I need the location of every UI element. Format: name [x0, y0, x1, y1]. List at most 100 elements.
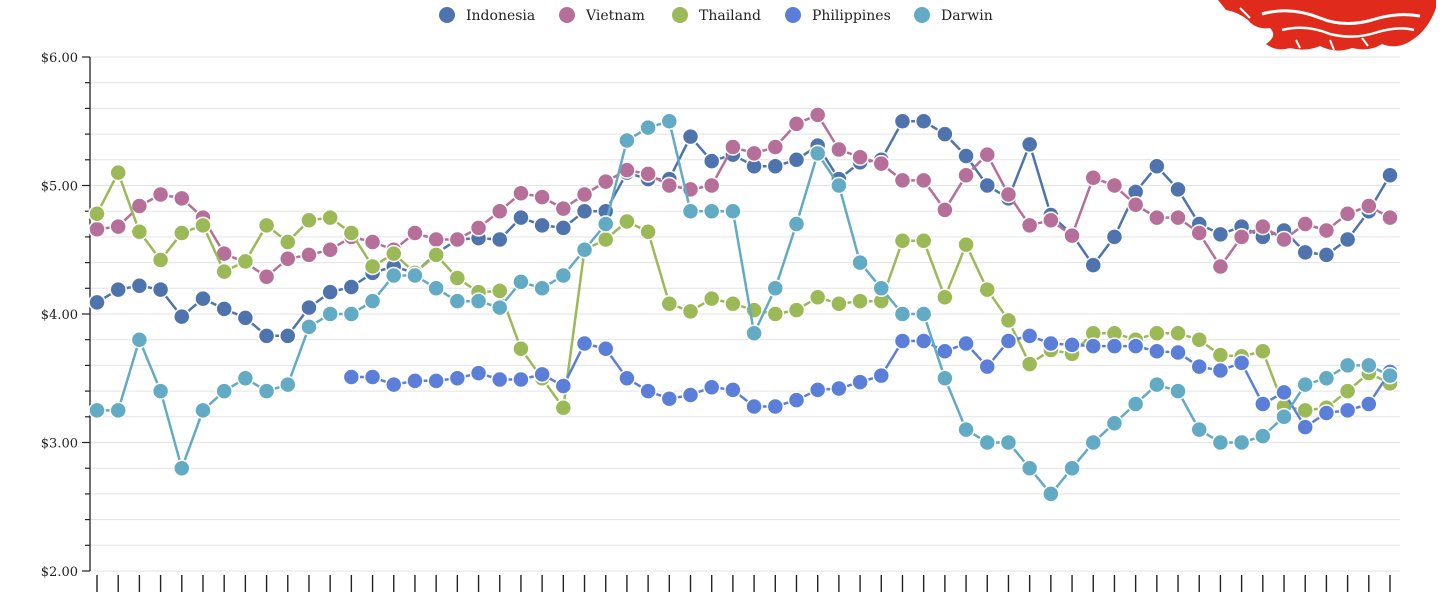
data-point[interactable]: [363, 292, 382, 310]
data-point[interactable]: [448, 292, 467, 310]
data-point[interactable]: [300, 318, 318, 336]
data-point[interactable]: [1063, 336, 1081, 354]
data-point[interactable]: [702, 289, 721, 308]
data-point[interactable]: [1105, 337, 1124, 355]
data-point[interactable]: [406, 224, 424, 242]
data-point[interactable]: [279, 249, 297, 268]
data-point[interactable]: [554, 399, 573, 417]
data-point[interactable]: [130, 197, 149, 215]
data-point[interactable]: [173, 307, 191, 326]
data-point[interactable]: [724, 381, 742, 399]
data-point[interactable]: [745, 397, 763, 416]
data-point[interactable]: [936, 125, 954, 143]
data-point[interactable]: [1042, 211, 1060, 229]
data-point[interactable]: [215, 382, 233, 400]
data-point[interactable]: [406, 266, 424, 285]
data-point[interactable]: [151, 280, 170, 299]
data-point[interactable]: [109, 163, 127, 182]
data-point[interactable]: [173, 459, 191, 477]
data-point[interactable]: [109, 401, 127, 420]
data-point[interactable]: [936, 288, 954, 307]
data-point[interactable]: [512, 370, 530, 389]
data-point[interactable]: [681, 386, 700, 404]
data-point[interactable]: [88, 220, 106, 238]
data-point[interactable]: [469, 364, 488, 382]
data-point[interactable]: [1190, 357, 1208, 376]
data-point[interactable]: [978, 145, 997, 164]
data-point[interactable]: [1169, 382, 1187, 400]
data-point[interactable]: [618, 212, 636, 231]
data-point[interactable]: [999, 185, 1018, 204]
data-point[interactable]: [1381, 208, 1399, 227]
data-point[interactable]: [490, 298, 509, 317]
data-point[interactable]: [724, 202, 742, 220]
data-point[interactable]: [1190, 420, 1208, 439]
data-point[interactable]: [1232, 433, 1251, 452]
data-point[interactable]: [1042, 334, 1060, 353]
data-point[interactable]: [1190, 224, 1208, 242]
data-point[interactable]: [533, 279, 551, 298]
data-point[interactable]: [448, 230, 467, 249]
data-point[interactable]: [512, 273, 530, 291]
data-point[interactable]: [1211, 225, 1230, 244]
legend-item-philippines[interactable]: Philippines: [785, 7, 891, 24]
data-point[interactable]: [1020, 216, 1039, 235]
data-point[interactable]: [151, 251, 170, 269]
legend-item-darwin[interactable]: Darwin: [914, 7, 993, 24]
data-point[interactable]: [490, 202, 509, 220]
data-point[interactable]: [787, 301, 806, 319]
data-point[interactable]: [1126, 395, 1145, 413]
data-point[interactable]: [787, 391, 806, 409]
data-point[interactable]: [342, 305, 361, 323]
data-point[interactable]: [257, 327, 276, 345]
data-point[interactable]: [385, 266, 403, 285]
data-point[interactable]: [999, 433, 1018, 452]
data-point[interactable]: [618, 131, 636, 150]
data-point[interactable]: [321, 283, 339, 301]
data-point[interactable]: [1296, 215, 1314, 233]
data-point[interactable]: [575, 202, 594, 220]
data-point[interactable]: [1296, 243, 1314, 262]
data-point[interactable]: [321, 208, 339, 227]
data-point[interactable]: [1338, 356, 1357, 375]
data-point[interactable]: [173, 189, 191, 208]
data-point[interactable]: [766, 138, 785, 156]
data-point[interactable]: [512, 339, 530, 358]
data-point[interactable]: [1169, 208, 1187, 227]
data-point[interactable]: [1381, 366, 1399, 385]
data-point[interactable]: [702, 176, 721, 195]
data-point[interactable]: [1381, 166, 1399, 184]
data-point[interactable]: [1232, 354, 1251, 372]
data-point[interactable]: [1211, 433, 1230, 452]
data-point[interactable]: [257, 267, 276, 286]
data-point[interactable]: [1169, 180, 1187, 199]
legend-item-thailand[interactable]: Thailand: [672, 7, 761, 24]
data-point[interactable]: [1020, 135, 1039, 154]
data-point[interactable]: [914, 171, 933, 190]
data-point[interactable]: [1296, 418, 1314, 436]
data-point[interactable]: [363, 257, 382, 276]
data-point[interactable]: [300, 246, 318, 264]
legend-item-vietnam[interactable]: Vietnam: [559, 7, 645, 24]
data-point[interactable]: [957, 420, 975, 439]
data-point[interactable]: [469, 219, 488, 237]
data-point[interactable]: [681, 202, 700, 220]
data-point[interactable]: [893, 171, 912, 190]
data-point[interactable]: [914, 305, 933, 323]
data-point[interactable]: [575, 334, 594, 353]
data-point[interactable]: [533, 216, 551, 235]
data-point[interactable]: [194, 216, 212, 235]
data-point[interactable]: [1275, 383, 1293, 402]
data-point[interactable]: [1020, 327, 1039, 345]
data-point[interactable]: [490, 282, 509, 300]
data-point[interactable]: [830, 379, 848, 398]
data-point[interactable]: [342, 278, 361, 296]
data-point[interactable]: [1211, 361, 1230, 380]
data-point[interactable]: [639, 223, 657, 241]
data-point[interactable]: [596, 339, 615, 358]
data-point[interactable]: [766, 157, 785, 175]
data-point[interactable]: [914, 232, 933, 250]
data-point[interactable]: [893, 305, 912, 323]
data-point[interactable]: [766, 397, 785, 416]
data-point[interactable]: [1084, 337, 1102, 355]
